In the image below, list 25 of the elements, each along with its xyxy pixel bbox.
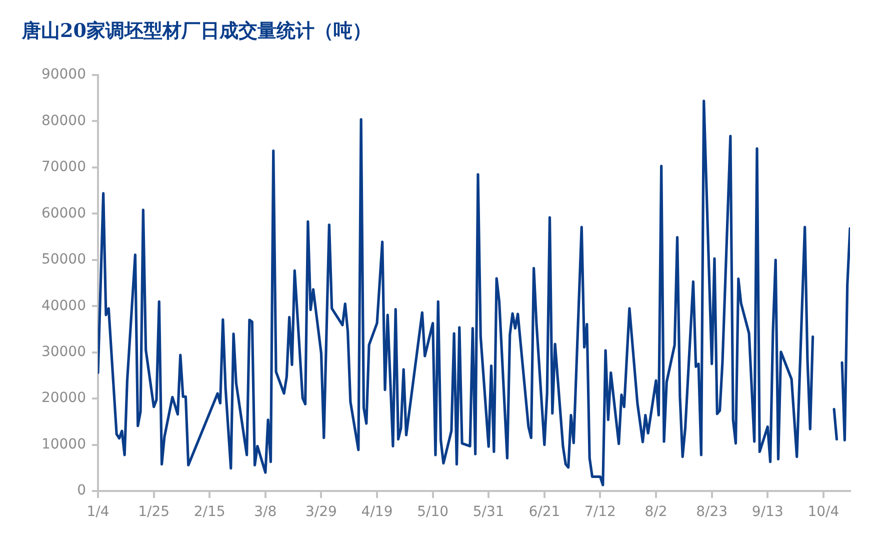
- x-tick-label: 5/10: [417, 504, 449, 520]
- y-tick-label: 50000: [41, 252, 86, 268]
- y-tick-label: 80000: [41, 112, 86, 129]
- y-tick-label: 20000: [41, 390, 86, 406]
- y-tick-label: 60000: [41, 205, 86, 222]
- x-tick-label: 5/31: [472, 504, 504, 520]
- x-tick-label: 10/4: [808, 504, 840, 520]
- x-tick-label: 4/19: [361, 504, 393, 520]
- y-tick-label: 0: [77, 482, 86, 499]
- x-tick-label: 1/25: [138, 504, 170, 520]
- y-tick-label: 30000: [41, 344, 86, 360]
- y-tick-label: 40000: [41, 298, 86, 314]
- x-tick-label: 2/15: [194, 504, 226, 520]
- x-tick-label: 1/4: [86, 504, 110, 520]
- x-tick-label: 8/23: [696, 504, 728, 520]
- x-tick-label: 3/8: [254, 504, 277, 520]
- x-tick-label: 9/13: [752, 504, 784, 520]
- x-tick-label: 3/29: [305, 504, 337, 520]
- x-tick-label: 6/21: [528, 504, 560, 520]
- y-tick-label: 10000: [41, 436, 86, 452]
- x-tick-label: 7/12: [584, 504, 616, 520]
- y-tick-label: 90000: [41, 66, 86, 83]
- y-tick-label: 70000: [41, 159, 86, 176]
- chart-title: 唐山20家调坯型材厂日成交量统计（吨）: [22, 19, 372, 44]
- x-tick-label: 8/2: [644, 504, 668, 520]
